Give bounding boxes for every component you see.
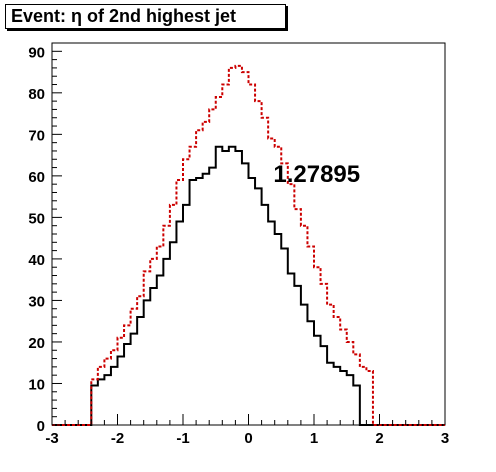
y-tick-label: 10 bbox=[28, 376, 45, 393]
x-tick-label: 2 bbox=[375, 430, 383, 447]
y-tick-label: 40 bbox=[28, 252, 45, 269]
x-tick-label: 3 bbox=[441, 430, 449, 447]
chart-title: Event: η of 2nd highest jet bbox=[5, 4, 286, 29]
y-tick-label: 50 bbox=[28, 210, 45, 227]
histogram-series-0 bbox=[52, 145, 445, 426]
y-tick-label: 70 bbox=[28, 127, 45, 144]
x-tick-label: 0 bbox=[244, 430, 252, 447]
chart-annotation: 1.27895 bbox=[273, 161, 360, 188]
x-tick-label: -2 bbox=[111, 430, 124, 447]
y-tick-label: 90 bbox=[28, 44, 45, 61]
y-tick-label: 0 bbox=[37, 418, 45, 435]
x-tick-label: -3 bbox=[45, 430, 58, 447]
y-tick-label: 20 bbox=[28, 335, 45, 352]
y-tick-label: 30 bbox=[28, 293, 45, 310]
y-tick-label: 60 bbox=[28, 169, 45, 186]
x-tick-label: 1 bbox=[310, 430, 318, 447]
x-tick-label: -1 bbox=[176, 430, 189, 447]
y-tick-label: 80 bbox=[28, 86, 45, 103]
